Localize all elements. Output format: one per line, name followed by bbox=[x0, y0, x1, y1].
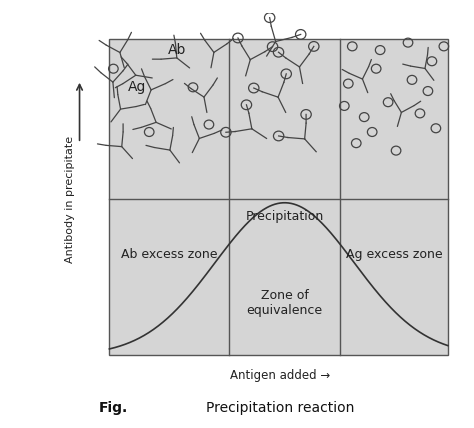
Text: Ab: Ab bbox=[168, 43, 186, 57]
Text: Precipitation reaction: Precipitation reaction bbox=[206, 401, 355, 415]
Text: Precipitation: Precipitation bbox=[246, 210, 324, 223]
Text: Antigen added →: Antigen added → bbox=[230, 369, 331, 382]
Bar bbox=[229, 39, 340, 199]
Bar bbox=[340, 199, 448, 355]
Text: Ag excess zone: Ag excess zone bbox=[346, 248, 442, 262]
Bar bbox=[109, 199, 229, 355]
Text: Ab excess zone: Ab excess zone bbox=[121, 248, 218, 262]
Text: Ag: Ag bbox=[128, 80, 146, 94]
Text: Zone of
equivalence: Zone of equivalence bbox=[246, 289, 323, 317]
Bar bbox=[109, 39, 448, 355]
Bar bbox=[109, 39, 229, 199]
Text: Fig.: Fig. bbox=[99, 401, 128, 415]
Bar bbox=[340, 39, 448, 199]
Text: Antibody in precipitate: Antibody in precipitate bbox=[64, 135, 74, 263]
Bar bbox=[229, 199, 340, 355]
